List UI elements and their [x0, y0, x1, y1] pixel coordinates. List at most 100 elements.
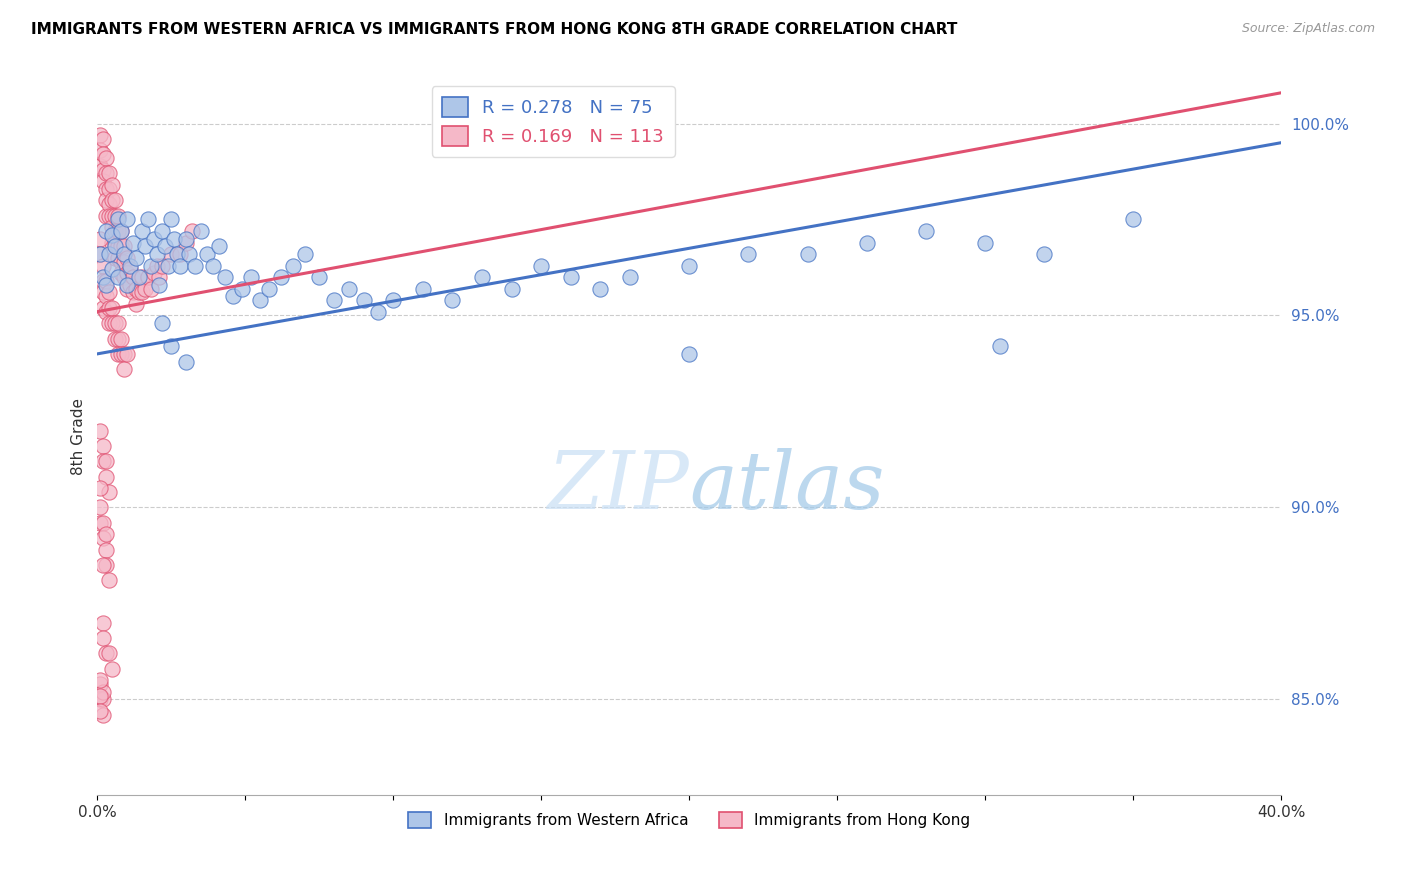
- Point: [240, 270, 263, 285]
- Point: [115, 251, 138, 265]
- Point: [281, 259, 304, 273]
- Point: [96, 194, 118, 208]
- Point: [101, 227, 124, 242]
- Point: [142, 266, 165, 280]
- Point: [222, 289, 245, 303]
- Point: [107, 239, 129, 253]
- Point: [367, 304, 389, 318]
- Point: [101, 316, 124, 330]
- Point: [98, 197, 121, 211]
- Point: [174, 354, 197, 368]
- Point: [96, 558, 118, 572]
- Point: [131, 224, 153, 238]
- Point: [145, 247, 167, 261]
- Text: IMMIGRANTS FROM WESTERN AFRICA VS IMMIGRANTS FROM HONG KONG 8TH GRADE CORRELATIO: IMMIGRANTS FROM WESTERN AFRICA VS IMMIGR…: [31, 22, 957, 37]
- Point: [91, 707, 114, 722]
- Point: [110, 266, 132, 280]
- Point: [110, 224, 132, 238]
- Point: [184, 259, 207, 273]
- Point: [107, 270, 129, 285]
- Point: [201, 259, 224, 273]
- Point: [89, 128, 111, 142]
- Point: [101, 209, 124, 223]
- Point: [1033, 247, 1056, 261]
- Point: [177, 247, 200, 261]
- Point: [104, 251, 127, 265]
- Point: [104, 224, 127, 238]
- Point: [104, 209, 127, 223]
- Point: [110, 224, 132, 238]
- Point: [91, 692, 114, 706]
- Point: [91, 301, 114, 315]
- Point: [118, 262, 141, 277]
- Point: [98, 301, 121, 315]
- Point: [110, 239, 132, 253]
- Point: [249, 293, 271, 307]
- Point: [121, 235, 143, 250]
- Point: [89, 673, 111, 688]
- Point: [855, 235, 877, 250]
- Point: [125, 282, 148, 296]
- Point: [125, 297, 148, 311]
- Point: [98, 285, 121, 300]
- Point: [115, 266, 138, 280]
- Point: [118, 259, 141, 273]
- Point: [91, 516, 114, 530]
- Point: [98, 166, 121, 180]
- Point: [157, 259, 180, 273]
- Point: [323, 293, 346, 307]
- Point: [353, 293, 375, 307]
- Text: ZIP: ZIP: [547, 448, 689, 525]
- Point: [110, 347, 132, 361]
- Point: [1122, 212, 1144, 227]
- Point: [96, 151, 118, 165]
- Point: [89, 677, 111, 691]
- Point: [270, 270, 292, 285]
- Point: [101, 194, 124, 208]
- Point: [115, 282, 138, 296]
- Point: [104, 316, 127, 330]
- Point: [107, 332, 129, 346]
- Point: [91, 615, 114, 630]
- Point: [678, 259, 700, 273]
- Point: [91, 270, 114, 285]
- Point: [96, 527, 118, 541]
- Point: [98, 316, 121, 330]
- Point: [112, 270, 135, 285]
- Point: [148, 277, 170, 292]
- Point: [98, 182, 121, 196]
- Point: [501, 282, 523, 296]
- Point: [678, 347, 700, 361]
- Point: [163, 232, 186, 246]
- Point: [181, 224, 204, 238]
- Point: [471, 270, 494, 285]
- Point: [112, 247, 135, 261]
- Point: [96, 224, 118, 238]
- Point: [104, 239, 127, 253]
- Point: [101, 220, 124, 235]
- Point: [128, 285, 150, 300]
- Point: [98, 646, 121, 660]
- Point: [101, 235, 124, 250]
- Point: [89, 704, 111, 718]
- Point: [98, 209, 121, 223]
- Point: [104, 332, 127, 346]
- Point: [112, 362, 135, 376]
- Point: [107, 251, 129, 265]
- Point: [107, 212, 129, 227]
- Point: [115, 347, 138, 361]
- Point: [91, 684, 114, 698]
- Point: [101, 178, 124, 192]
- Point: [737, 247, 759, 261]
- Point: [589, 282, 612, 296]
- Point: [152, 316, 174, 330]
- Y-axis label: 8th Grade: 8th Grade: [72, 398, 86, 475]
- Point: [208, 239, 231, 253]
- Point: [131, 285, 153, 300]
- Point: [142, 232, 165, 246]
- Point: [139, 259, 162, 273]
- Point: [530, 259, 553, 273]
- Point: [214, 270, 236, 285]
- Point: [104, 194, 127, 208]
- Point: [148, 270, 170, 285]
